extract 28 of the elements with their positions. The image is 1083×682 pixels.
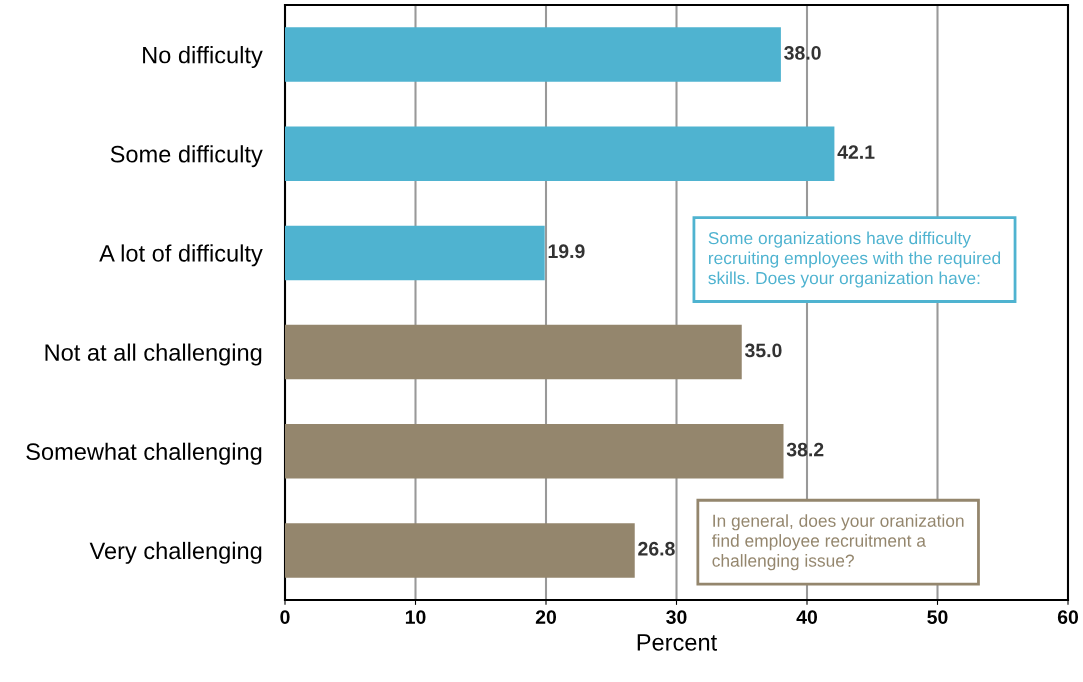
y-tick-label: Very challenging xyxy=(89,541,262,564)
y-tick-label: Some difficulty xyxy=(110,145,263,168)
bar xyxy=(285,225,545,281)
x-tick-label: 0 xyxy=(280,610,290,624)
annotation: Some organizations have difficulty recruiting employees with the required skills. Does your organization have: xyxy=(708,231,1001,288)
x-tick-label: 30 xyxy=(666,610,687,625)
x-axis-title: Percent xyxy=(637,634,718,651)
y-tick-label: Somewhat challenging xyxy=(26,442,262,465)
y-tick-label: No difficulty xyxy=(143,46,263,69)
data-label: 38.0 xyxy=(784,46,821,60)
data-label: 38.2 xyxy=(786,442,824,457)
data-label: 42.1 xyxy=(837,145,875,159)
x-tick-label: 60 xyxy=(1057,610,1079,624)
bar xyxy=(285,27,781,82)
y-tick-label: A lot of difficulty xyxy=(99,244,263,267)
data-label: 19.9 xyxy=(548,244,585,259)
x-tick-label: 10 xyxy=(405,610,426,624)
data-label: 35.0 xyxy=(744,343,782,358)
bar xyxy=(285,523,635,578)
annotation: In general, does your oranization find employee recruitment a challenging issue? xyxy=(711,514,964,571)
data-label: 26.8 xyxy=(638,541,675,556)
x-tick-label: 20 xyxy=(535,610,557,624)
y-tick-label: Not at all challenging xyxy=(45,343,262,366)
bar xyxy=(285,126,835,182)
bar xyxy=(285,423,784,479)
bar xyxy=(285,324,742,380)
x-tick-label: 50 xyxy=(927,610,948,624)
x-tick-label: 40 xyxy=(796,610,818,624)
